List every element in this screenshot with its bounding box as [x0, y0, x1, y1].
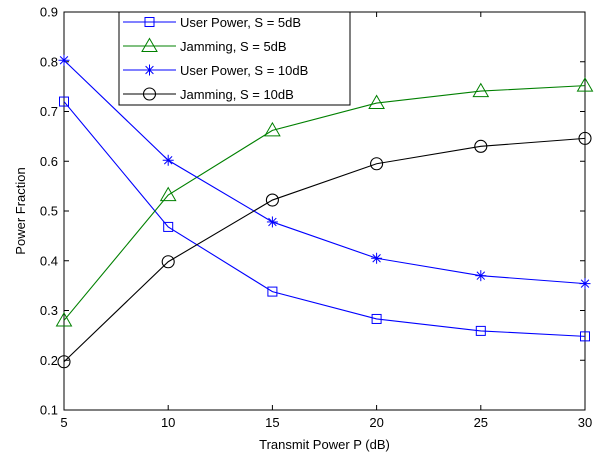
legend-label: Jamming, S = 5dB [180, 39, 287, 54]
legend-entry: Jamming, S = 5dB [123, 37, 287, 54]
data-point [59, 96, 69, 107]
legend-box [118, 11, 351, 106]
y-tick-label: 0.2 [40, 353, 58, 368]
data-point [576, 77, 594, 92]
x-axis-title: Transmit Power P (dB) [259, 437, 390, 452]
data-point [264, 121, 281, 137]
data-point [368, 94, 385, 110]
y-tick-label: 0.4 [40, 253, 58, 268]
series-line [63, 59, 586, 285]
x-tick-label: 5 [60, 415, 67, 430]
x-tick-label: 30 [578, 415, 592, 430]
data-point [579, 278, 591, 290]
data-point [474, 139, 488, 153]
data-point [371, 313, 382, 324]
legend-marker [142, 87, 157, 101]
data-point [58, 54, 70, 66]
y-tick-label: 0.3 [40, 303, 58, 318]
series-4 [57, 131, 592, 369]
data-point [578, 131, 592, 145]
series-line [63, 101, 586, 337]
y-tick-label: 0.7 [40, 104, 58, 119]
y-tick-label: 0.9 [40, 5, 58, 20]
data-point [162, 154, 174, 166]
data-point [57, 355, 71, 369]
data-point [161, 255, 175, 269]
series-line [63, 137, 586, 363]
data-point [371, 252, 383, 264]
data-point [55, 311, 73, 327]
legend-marker [144, 17, 155, 27]
data-point [267, 286, 278, 297]
legend-label: User Power, S = 10dB [180, 63, 308, 78]
legend-label: User Power, S = 5dB [180, 15, 301, 30]
legend: User Power, S = 5dB Jamming, S = 5dB User … [118, 11, 351, 106]
data-point [163, 221, 174, 232]
series-2 [55, 77, 594, 327]
data-point [370, 157, 384, 171]
x-tick-label: 15 [265, 415, 279, 430]
y-tick-label: 0.1 [40, 403, 58, 418]
y-axis-title: Power Fraction [13, 167, 28, 254]
axis-ticks: 5 10 15 20 25 30 0.1 0.2 0.3 0.4 0.5 0.6 0.7 0.8 0.9 [40, 5, 592, 431]
x-tick-label: 20 [369, 415, 383, 430]
x-tick-label: 10 [161, 415, 175, 430]
series-3 [58, 54, 591, 290]
legend-entry: User Power, S = 10dB [123, 63, 308, 78]
legend-entry: Jamming, S = 10dB [123, 87, 294, 102]
data-point [580, 331, 590, 342]
data-point [265, 193, 279, 207]
data-point [159, 186, 177, 202]
data-point [266, 216, 278, 228]
series-1 [59, 96, 590, 342]
data-point [475, 325, 486, 336]
y-tick-label: 0.8 [40, 54, 58, 69]
series-line [63, 85, 586, 321]
x-tick-label: 25 [474, 415, 488, 430]
data-point [472, 82, 490, 98]
legend-marker [141, 37, 158, 52]
legend-marker [144, 64, 155, 76]
y-tick-label: 0.6 [40, 154, 58, 169]
y-tick-label: 0.5 [40, 204, 58, 219]
series-layer [55, 54, 594, 369]
legend-label: Jamming, S = 10dB [180, 87, 294, 102]
data-point [475, 270, 487, 282]
legend-entry: User Power, S = 5dB [123, 15, 301, 30]
